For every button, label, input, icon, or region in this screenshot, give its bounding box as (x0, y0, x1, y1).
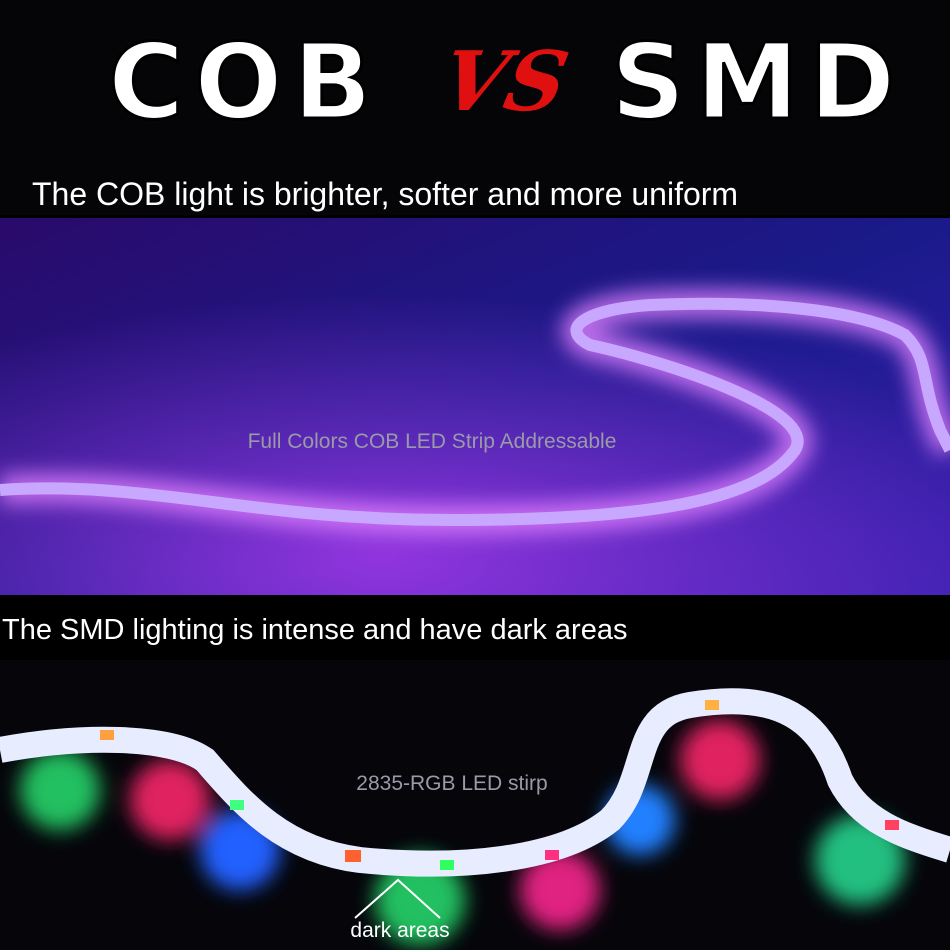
smd-caption: The SMD lighting is intense and have dar… (2, 614, 627, 646)
cob-caption: The COB light is brighter, softer and mo… (32, 176, 738, 212)
cob-strip (0, 297, 950, 527)
smd-title: SMD (611, 21, 906, 143)
smd-strip (0, 688, 950, 877)
dark-area-note: dark areas (350, 919, 449, 942)
header-bg (0, 0, 950, 215)
vs-mark: VS (433, 33, 576, 130)
cob-label: Full Colors COB LED Strip Addressable (248, 430, 617, 453)
dark-area-pointer (354, 878, 441, 919)
cob-glow (0, 218, 950, 595)
smd-leds (100, 700, 899, 870)
smd-label: 2835-RGB LED stirp (356, 772, 547, 795)
cob-title: COB (108, 21, 382, 143)
